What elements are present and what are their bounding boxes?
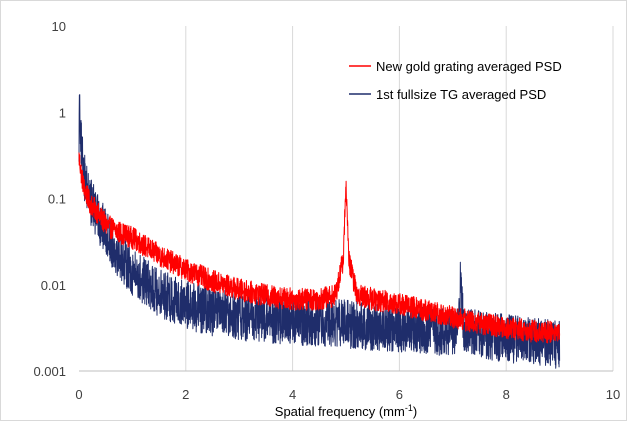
series-line-0 — [78, 152, 561, 344]
legend-label-red: New gold grating averaged PSD — [376, 59, 562, 74]
x-tick-label: 0 — [75, 387, 82, 402]
series-line-1 — [78, 94, 561, 369]
x-tick-labels: 0 2 4 6 8 10 — [75, 387, 620, 402]
y-tick-label: 0.01 — [41, 278, 66, 293]
legend: New gold grating averaged PSD 1st fullsi… — [349, 59, 562, 102]
x-tick-label: 10 — [606, 387, 620, 402]
x-tick-label: 4 — [289, 387, 296, 402]
y-tick-labels: 0.001 0.01 0.1 1 10 — [33, 19, 66, 379]
y-tick-label: 0.1 — [48, 192, 66, 207]
x-tick-label: 2 — [182, 387, 189, 402]
legend-label-blue: 1st fullsize TG averaged PSD — [376, 87, 546, 102]
y-tick-label: 0.001 — [33, 364, 66, 379]
x-tick-label: 6 — [396, 387, 403, 402]
x-axis-title: Spatial frequency (mm-1) — [275, 403, 417, 419]
y-tick-label: 1 — [59, 105, 66, 120]
y-tick-label: 10 — [52, 19, 66, 34]
series-layer — [78, 94, 561, 369]
x-tick-label: 8 — [503, 387, 510, 402]
